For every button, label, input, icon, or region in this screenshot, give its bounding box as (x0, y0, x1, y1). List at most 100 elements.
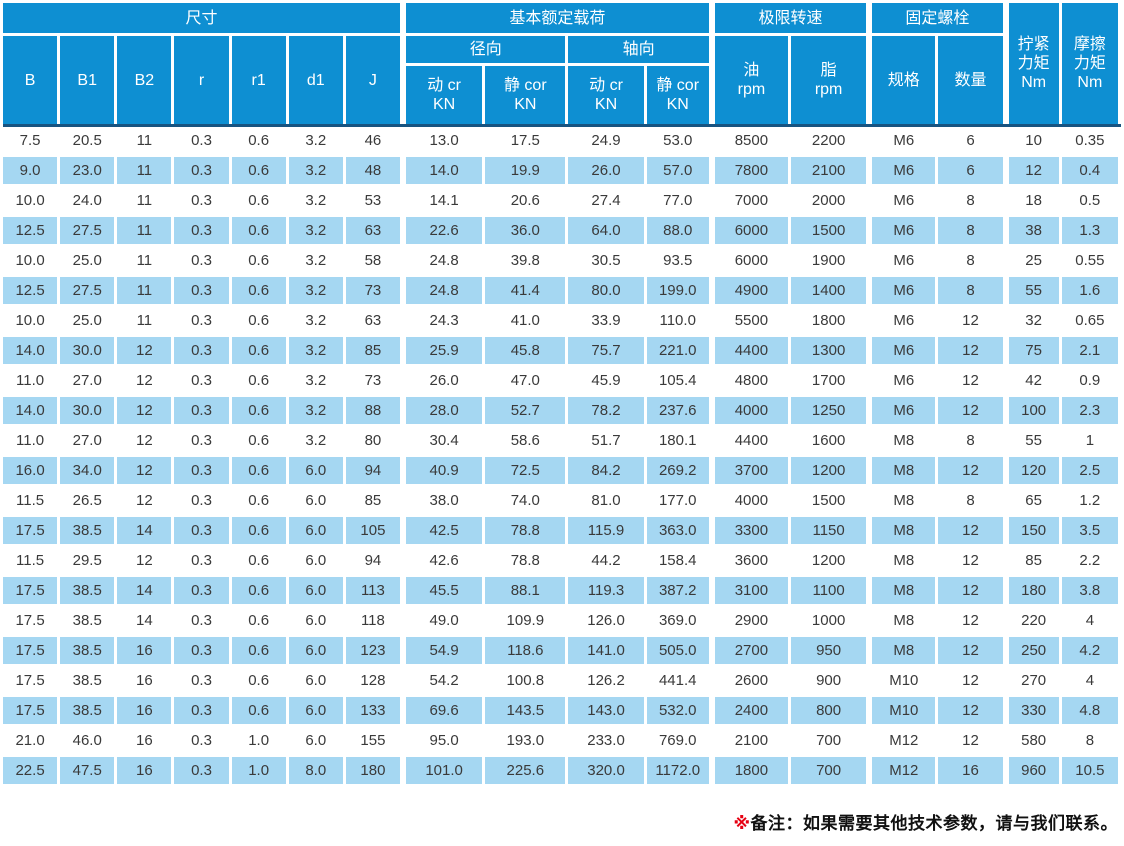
table-cell: 38.5 (60, 667, 115, 694)
table-header: 尺寸 基本额定载荷 极限转速 固定螺栓 拧紧 力矩 Nm 摩擦 力矩 Nm B … (3, 3, 1118, 124)
table-cell: 12.5 (3, 217, 58, 244)
table-cell: 58 (345, 247, 400, 274)
table-cell: 2900 (711, 607, 788, 634)
table-cell: M6 (869, 217, 936, 244)
table-row: 17.5 38.5 14 0.3 0.6 6.0 118 49.0 109.9 126.0 369.… (3, 607, 1118, 634)
table-cell: 47.5 (60, 757, 115, 784)
table-cell: 29.5 (60, 547, 115, 574)
group-header-dimensions: 尺寸 (3, 3, 400, 33)
table-cell: 10.0 (3, 307, 58, 334)
table-cell: 52.7 (485, 397, 566, 424)
table-cell: M6 (869, 157, 936, 184)
table-cell: 233.0 (568, 727, 644, 754)
table-cell: M6 (869, 247, 936, 274)
table-cell: 4000 (711, 487, 788, 514)
table-cell: 27.5 (60, 277, 115, 304)
table-cell: 0.3 (174, 277, 229, 304)
table-cell: 12 (938, 577, 1003, 604)
table-cell: 769.0 (646, 727, 709, 754)
table-cell: 101.0 (403, 757, 483, 784)
table-cell: M6 (869, 277, 936, 304)
table-cell: 12 (117, 487, 172, 514)
table-cell: M8 (869, 607, 936, 634)
table-cell: 0.3 (174, 517, 229, 544)
table-cell: 19.9 (485, 157, 566, 184)
static-cor-axial-unit: KN (666, 96, 689, 113)
table-cell: 3.5 (1061, 517, 1118, 544)
table-cell: 3.2 (288, 127, 343, 154)
table-cell: 700 (791, 727, 867, 754)
table-cell: 2100 (791, 157, 867, 184)
table-cell: M8 (869, 637, 936, 664)
friction-torque-line1: 摩擦 (1073, 36, 1106, 53)
table-cell: 158.4 (646, 547, 709, 574)
table-cell: 55 (1005, 427, 1059, 454)
table-cell: 3.2 (288, 217, 343, 244)
table-row: 10.0 25.0 11 0.3 0.6 3.2 58 24.8 39.8 30.5 93.5 600… (3, 247, 1118, 274)
table-cell: 20.6 (485, 187, 566, 214)
table-cell: 3.2 (288, 187, 343, 214)
table-cell: 133 (345, 697, 400, 724)
table-cell: 16 (117, 727, 172, 754)
table-cell: 3.2 (288, 247, 343, 274)
group-header-limit-speed: 极限转速 (711, 3, 867, 33)
col-header-static-cor-radial: 静 cor KN (485, 66, 566, 124)
table-cell: 6.0 (288, 667, 343, 694)
table-row: 22.5 47.5 16 0.3 1.0 8.0 180 101.0 225.6 320.0 117… (3, 757, 1118, 784)
table-cell: 45.8 (485, 337, 566, 364)
sub-header-axial: 轴向 (568, 36, 709, 63)
table-cell: 1000 (791, 607, 867, 634)
table-cell: 8 (1061, 727, 1118, 754)
table-cell: 51.7 (568, 427, 644, 454)
table-cell: 8 (938, 217, 1003, 244)
table-cell: 0.55 (1061, 247, 1118, 274)
grease-unit: rpm (814, 81, 843, 98)
table-cell: 0.6 (231, 487, 286, 514)
static-cor-radial-unit: KN (514, 96, 537, 113)
dynamic-cr-axial-unit: KN (594, 96, 618, 113)
table-cell: 17.5 (3, 637, 58, 664)
table-cell: 225.6 (485, 757, 566, 784)
table-cell: 93.5 (646, 247, 709, 274)
table-cell: 220 (1005, 607, 1059, 634)
table-cell: 0.6 (231, 397, 286, 424)
table-cell: 12 (938, 397, 1003, 424)
table-cell: 38 (1005, 217, 1059, 244)
table-cell: 1800 (791, 307, 867, 334)
table-cell: 1172.0 (646, 757, 709, 784)
table-cell: 1 (1061, 427, 1118, 454)
table-cell: 4 (1061, 667, 1118, 694)
table-cell: 65 (1005, 487, 1059, 514)
table-cell: 0.6 (231, 127, 286, 154)
sub-header-radial: 径向 (403, 36, 566, 63)
table-cell: 3.2 (288, 307, 343, 334)
table-cell: 10.0 (3, 247, 58, 274)
col-header-B1: B1 (60, 36, 115, 124)
table-cell: 115.9 (568, 517, 644, 544)
table-cell: 1700 (791, 367, 867, 394)
table-cell: 155 (345, 727, 400, 754)
table-cell: 118.6 (485, 637, 566, 664)
table-cell: M8 (869, 457, 936, 484)
table-cell: 18 (1005, 187, 1059, 214)
table-row: 17.5 38.5 14 0.3 0.6 6.0 105 42.5 78.8 115.9 363.0… (3, 517, 1118, 544)
table-cell: 14 (117, 577, 172, 604)
table-cell: 109.9 (485, 607, 566, 634)
table-cell: 1400 (791, 277, 867, 304)
table-cell: 3.2 (288, 157, 343, 184)
table-cell: 17.5 (3, 667, 58, 694)
table-cell: 73 (345, 277, 400, 304)
table-row: 9.0 23.0 11 0.3 0.6 3.2 48 14.0 19.9 26.0 57.0 7800… (3, 157, 1118, 184)
table-cell: 4 (1061, 607, 1118, 634)
table-cell: 12 (117, 427, 172, 454)
table-cell: M10 (869, 697, 936, 724)
col-header-B2: B2 (117, 36, 172, 124)
table-cell: 36.0 (485, 217, 566, 244)
table-cell: 17.5 (3, 697, 58, 724)
table-cell: 0.6 (231, 307, 286, 334)
table-cell: 22.6 (403, 217, 483, 244)
table-cell: 0.6 (231, 427, 286, 454)
table-cell: 1250 (791, 397, 867, 424)
table-cell: 126.2 (568, 667, 644, 694)
table-cell: 0.3 (174, 547, 229, 574)
